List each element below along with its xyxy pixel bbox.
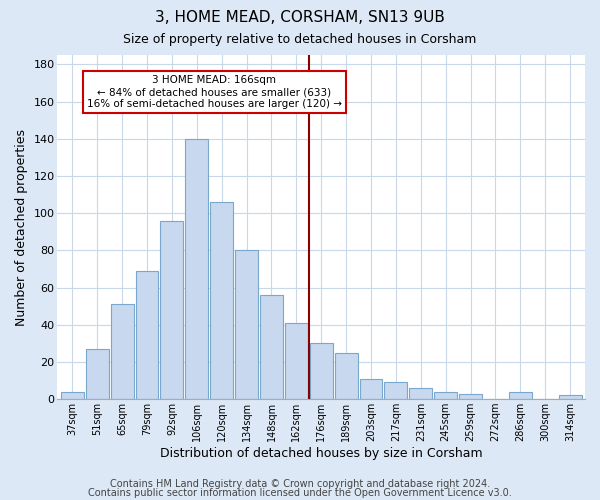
Bar (61, 392, 84, 399)
Bar (359, 378, 382, 399)
Bar (235, 250, 258, 399)
Bar (160, 220, 184, 399)
Bar (285, 323, 308, 399)
Bar (310, 344, 332, 399)
Bar (559, 396, 581, 399)
X-axis label: Distribution of detached houses by size in Corsham: Distribution of detached houses by size … (160, 447, 482, 460)
Text: 3, HOME MEAD, CORSHAM, SN13 9UB: 3, HOME MEAD, CORSHAM, SN13 9UB (155, 10, 445, 25)
Bar (210, 202, 233, 399)
Bar (136, 271, 158, 399)
Bar (385, 382, 407, 399)
Bar (335, 352, 358, 399)
Text: Size of property relative to detached houses in Corsham: Size of property relative to detached ho… (124, 32, 476, 46)
Text: Contains HM Land Registry data © Crown copyright and database right 2024.: Contains HM Land Registry data © Crown c… (110, 479, 490, 489)
Y-axis label: Number of detached properties: Number of detached properties (15, 128, 28, 326)
Bar (459, 394, 482, 399)
Bar (260, 295, 283, 399)
Bar (509, 392, 532, 399)
Bar (185, 138, 208, 399)
Text: Contains public sector information licensed under the Open Government Licence v3: Contains public sector information licen… (88, 488, 512, 498)
Bar (111, 304, 134, 399)
Bar (434, 392, 457, 399)
Text: 3 HOME MEAD: 166sqm
← 84% of detached houses are smaller (633)
16% of semi-detac: 3 HOME MEAD: 166sqm ← 84% of detached ho… (87, 76, 342, 108)
Bar (86, 349, 109, 399)
Bar (409, 388, 432, 399)
